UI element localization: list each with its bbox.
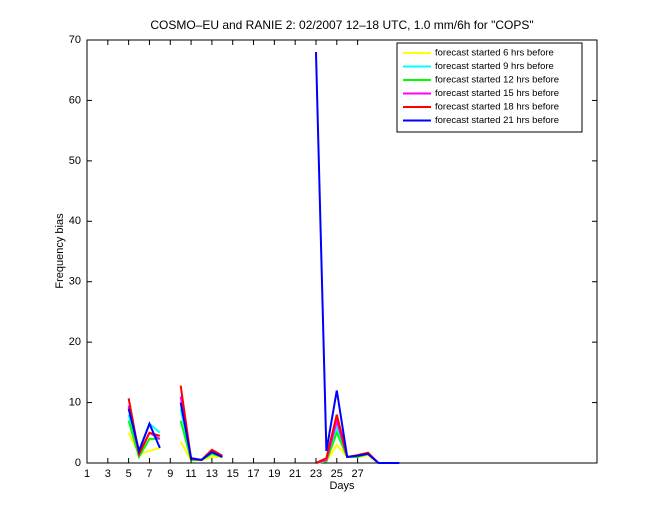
legend-label: forecast started 12 hrs before (435, 75, 559, 86)
y-tick-label: 0 (75, 457, 81, 469)
x-axis-label: Days (329, 480, 355, 492)
series-line (127, 52, 400, 464)
x-tick-label: 23 (310, 468, 322, 480)
x-tick-label: 15 (227, 468, 239, 480)
x-tick-label: 9 (167, 468, 173, 480)
x-tick-label: 17 (247, 468, 259, 480)
x-tick-label: 27 (351, 468, 363, 480)
legend-label: forecast started 6 hrs before (435, 48, 554, 59)
y-tick-label: 70 (69, 34, 81, 46)
x-tick-label: 21 (289, 468, 301, 480)
y-tick-label: 50 (69, 155, 81, 167)
y-tick-label: 30 (69, 276, 81, 288)
x-tick-label: 13 (206, 468, 218, 480)
legend-label: forecast started 21 hrs before (435, 115, 559, 126)
y-tick-label: 20 (69, 336, 81, 348)
x-tick-label: 11 (185, 468, 196, 480)
lines (127, 52, 400, 464)
chart-title: COSMO–EU and RANIE 2: 02/2007 12–18 UTC,… (150, 18, 533, 32)
x-tick-label: 25 (331, 468, 343, 480)
x-tick-label: 1 (84, 468, 90, 480)
x-tick-label: 3 (105, 468, 111, 480)
y-axis-label: Frequency bias (54, 213, 66, 289)
legend-label: forecast started 9 hrs before (435, 61, 554, 72)
legend: forecast started 6 hrs before forecast st… (396, 42, 583, 133)
y-tick-label: 60 (69, 94, 81, 106)
legend-box (396, 42, 583, 133)
x-tick-label: 5 (126, 468, 132, 480)
legend-label: forecast started 18 hrs before (435, 102, 559, 113)
y-tick-label: 10 (69, 396, 81, 408)
y-tick-label: 40 (69, 215, 81, 227)
legend-label: forecast started 15 hrs before (435, 88, 559, 99)
x-tick-label: 19 (268, 468, 280, 480)
x-tick-label: 7 (146, 468, 152, 480)
